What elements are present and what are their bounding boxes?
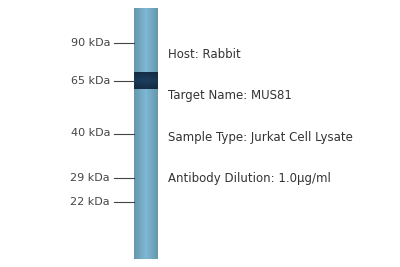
Text: 65 kDa: 65 kDa bbox=[71, 76, 110, 87]
Text: Host: Rabbit: Host: Rabbit bbox=[168, 48, 241, 61]
Text: Target Name: MUS81: Target Name: MUS81 bbox=[168, 89, 292, 103]
Text: Sample Type: Jurkat Cell Lysate: Sample Type: Jurkat Cell Lysate bbox=[168, 131, 353, 144]
Text: 29 kDa: 29 kDa bbox=[70, 172, 110, 183]
Text: Antibody Dilution: 1.0μg/ml: Antibody Dilution: 1.0μg/ml bbox=[168, 172, 331, 185]
Text: 90 kDa: 90 kDa bbox=[70, 38, 110, 48]
Text: 22 kDa: 22 kDa bbox=[70, 197, 110, 207]
Text: 40 kDa: 40 kDa bbox=[70, 128, 110, 139]
